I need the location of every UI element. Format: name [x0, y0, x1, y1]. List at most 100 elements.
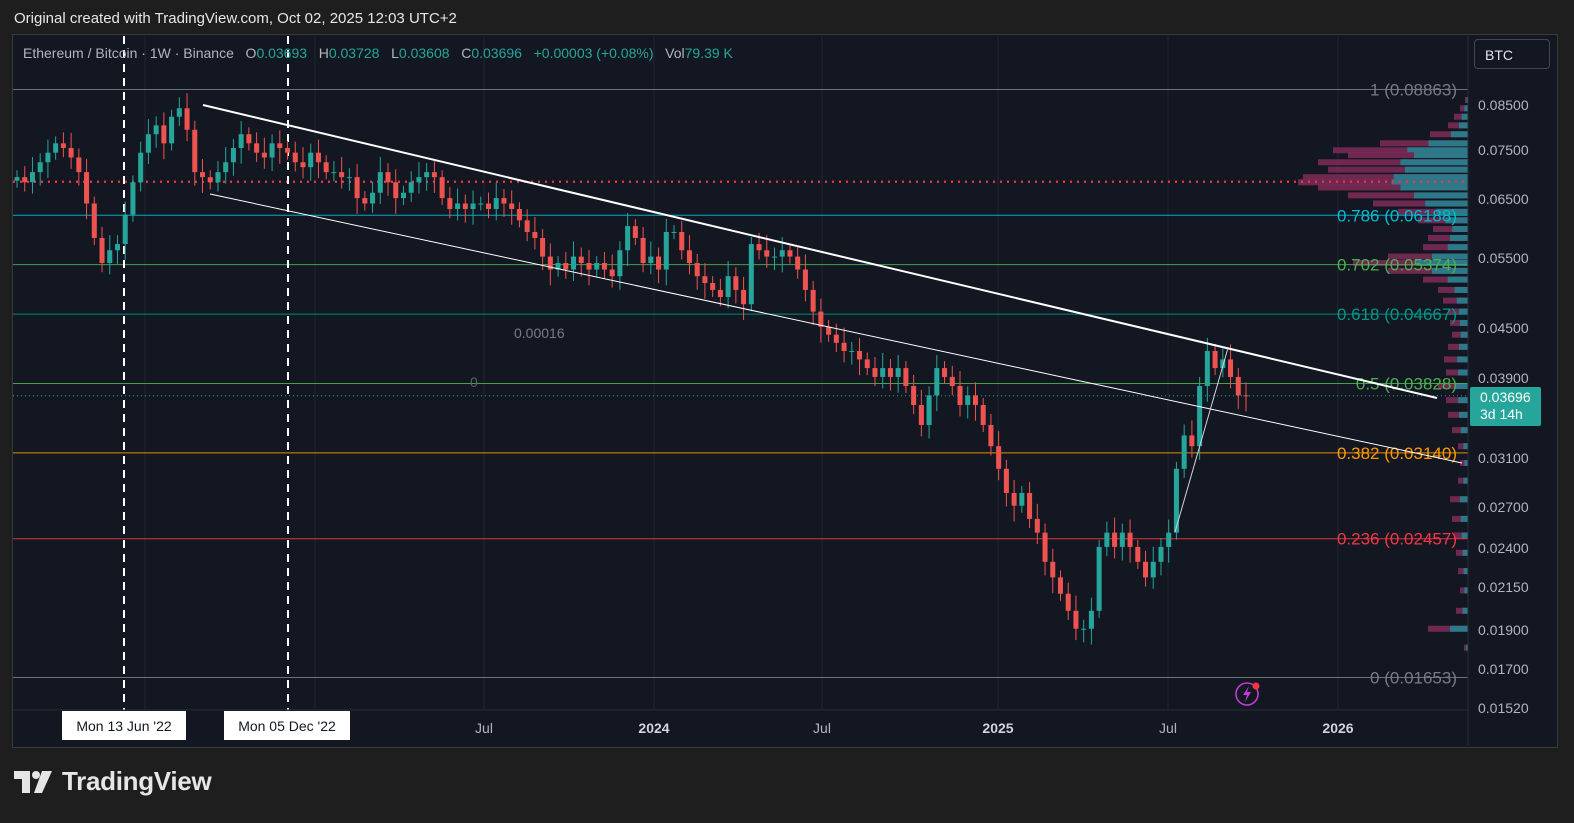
candle-body	[532, 231, 538, 238]
fib-label-0.236: 0.236 (0.02457)	[1337, 530, 1457, 549]
candle-body	[679, 231, 685, 251]
candle-body	[192, 129, 198, 173]
currency-button[interactable]: BTC	[1474, 39, 1550, 69]
volume-profile-row	[1444, 356, 1468, 363]
candle-body	[145, 134, 151, 153]
candle-body	[470, 203, 476, 210]
candle-body	[45, 152, 51, 163]
candle-body	[238, 134, 244, 148]
candle-body	[1135, 546, 1141, 562]
high-label: H	[318, 45, 329, 61]
candle-body	[478, 203, 484, 205]
volume-profile-row	[1318, 159, 1468, 166]
time-axis-tick: 2024	[638, 720, 669, 736]
candle-body	[540, 237, 546, 257]
volume-profile-row	[1448, 343, 1468, 350]
candle-body	[578, 256, 584, 263]
candle-body	[563, 262, 569, 270]
volume-profile-row-up	[1391, 179, 1468, 186]
price-axis-tick: 0.03100	[1478, 450, 1529, 466]
close-label: C	[461, 45, 472, 61]
candle-body	[663, 231, 669, 270]
volume-profile-row-up	[1407, 147, 1468, 154]
candle-body	[1150, 561, 1156, 578]
candle-body	[53, 143, 59, 153]
volume-profile-row-up	[1454, 286, 1468, 293]
candle-body	[493, 198, 499, 210]
volume-profile-row	[1443, 297, 1468, 304]
volume-profile-row-up	[1459, 496, 1468, 503]
candle-body	[485, 203, 492, 210]
price-axis-tick: 0.04500	[1478, 320, 1529, 336]
time-axis-tick: Jul	[813, 720, 831, 736]
candle-body	[408, 182, 414, 193]
candle-body	[1050, 561, 1056, 578]
volume-profile-row	[1348, 152, 1468, 159]
candle-body	[37, 162, 43, 173]
candle-body	[872, 368, 878, 377]
candle-body	[741, 289, 747, 305]
candle-body	[887, 368, 893, 377]
candle-body	[864, 359, 870, 369]
volume-profile-row	[1452, 331, 1468, 338]
candle-body	[748, 244, 754, 305]
candle-body	[1127, 532, 1133, 547]
fib-label-1: 1 (0.08863)	[1370, 81, 1457, 100]
candle-body	[1073, 610, 1079, 629]
price-axis-tick: 0.08500	[1478, 97, 1529, 113]
candle-body	[1088, 610, 1094, 629]
close-value: 0.03696	[471, 45, 522, 61]
candle-body	[107, 250, 113, 263]
candle-body	[516, 209, 522, 221]
candle-body	[949, 376, 955, 387]
candle-body	[447, 198, 453, 210]
candle-body	[1042, 532, 1048, 562]
candle-body	[686, 250, 692, 263]
volume-profile-row-up	[1459, 308, 1468, 315]
volume-profile-row-up	[1457, 356, 1468, 363]
fib-label-0.618: 0.618 (0.04667)	[1337, 305, 1457, 324]
price-axis-tick: 0.05500	[1478, 250, 1529, 266]
tradingview-logo[interactable]: TradingView	[14, 766, 212, 797]
candle-body	[632, 226, 638, 238]
candle-body	[694, 262, 700, 277]
volume-profile-row	[1458, 477, 1468, 484]
candle-body	[586, 262, 592, 270]
candle-body	[710, 283, 716, 290]
volume-profile-row	[1452, 515, 1468, 522]
volume-profile-row-up	[1454, 383, 1468, 390]
candle-body	[1019, 492, 1025, 506]
volume-profile-row-up	[1461, 532, 1468, 539]
volume-profile-row	[1388, 267, 1468, 274]
volume-profile-row	[1373, 200, 1468, 207]
crosshair-date-label-1: Mon 13 Jun '22	[62, 711, 186, 740]
candle-body	[215, 172, 221, 183]
candle-body	[501, 198, 507, 204]
price-axis-tick: 0.01700	[1478, 661, 1529, 677]
volume-profile-row-up	[1462, 549, 1468, 556]
candle-body	[841, 342, 847, 351]
volume-profile-row-up	[1450, 234, 1468, 241]
candle-body	[254, 143, 260, 153]
volume-profile-row	[1446, 369, 1468, 376]
candle-body	[671, 231, 677, 233]
candle-body	[277, 143, 283, 148]
candle-body	[656, 256, 662, 270]
candle-body	[918, 404, 924, 425]
volume-profile-row	[1458, 443, 1468, 450]
candle-body	[269, 143, 275, 158]
volume-profile-row	[1298, 179, 1468, 186]
fib-label-0.702: 0.702 (0.05374)	[1337, 256, 1457, 275]
time-axis-tick: Jul	[475, 720, 493, 736]
candle-body	[640, 237, 646, 263]
volume-profile-row-up	[1466, 644, 1468, 651]
volume-profile-row	[1438, 383, 1468, 390]
candle-body	[424, 172, 430, 178]
price-axis-tick: 0.02400	[1478, 540, 1529, 556]
candle-body	[1197, 386, 1203, 447]
candle-body	[230, 147, 236, 163]
volume-profile-row-up	[1462, 607, 1468, 614]
fib-label-0.786: 0.786 (0.06188)	[1337, 206, 1457, 225]
candle-body	[385, 172, 391, 183]
